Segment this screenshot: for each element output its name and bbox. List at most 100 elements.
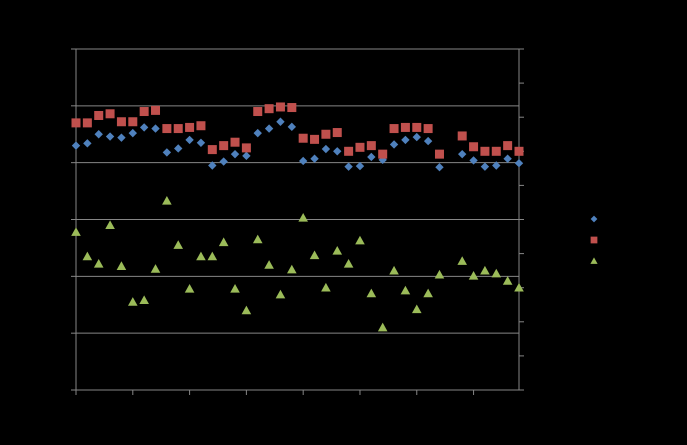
data-point [310,134,320,144]
legend-marker [590,236,598,244]
data-point [94,130,103,139]
data-point [93,259,104,268]
data-point [457,256,468,265]
data-point [492,161,501,170]
data-point [196,121,206,131]
data-point [82,251,93,261]
series-3 [71,195,524,332]
data-point [71,227,81,236]
data-point [150,264,161,273]
data-point [309,250,320,260]
data-point [116,117,126,127]
data-point [389,124,399,134]
data-point [423,124,433,134]
data-point [298,133,308,143]
data-point [71,118,81,128]
data-point [298,156,308,166]
data-point [173,240,184,249]
data-point [367,152,376,162]
data-point [275,289,286,299]
data-point [116,261,127,270]
data-point [298,212,308,222]
data-point [355,161,365,171]
data-point [469,142,479,152]
data-point [196,138,206,147]
data-point [332,128,342,138]
data-point [310,154,319,163]
legend-marker [590,257,598,264]
data-point [264,124,274,133]
legend [590,215,598,264]
data-point [94,110,104,120]
data-point [401,135,410,145]
data-point [344,162,353,171]
data-point [218,237,229,247]
data-point [377,322,388,332]
data-points [71,102,524,332]
data-point [389,265,399,275]
data-point [173,124,183,134]
data-point [344,146,354,156]
data-point [162,148,172,157]
data-point [355,142,365,152]
data-point [241,305,252,315]
series-2 [71,102,524,159]
data-point [185,135,194,145]
data-point [208,161,217,170]
data-point [105,109,115,119]
data-point [333,147,342,156]
data-point [174,144,183,153]
data-point [242,151,251,161]
data-point [105,132,115,141]
data-point [458,149,467,159]
data-point [71,141,81,150]
data-point [400,122,410,132]
data-point [469,156,478,165]
data-point [480,146,490,156]
data-point [514,146,524,156]
data-point [321,144,331,154]
data-point [230,137,240,147]
data-point [287,103,297,113]
data-point [117,133,126,142]
data-point [389,140,399,149]
data-point [287,264,297,274]
data-point [128,128,137,138]
data-point [185,122,195,132]
data-point [434,269,445,279]
data-point [503,154,512,163]
data-point [264,104,274,114]
data-point [480,265,490,275]
data-point [378,149,388,159]
data-point [503,141,513,151]
data-point [502,276,513,285]
legend-marker [590,215,598,223]
data-point [343,259,354,268]
data-point [423,136,433,146]
data-point [423,288,433,298]
series-1 [71,117,524,172]
data-point [139,107,149,117]
data-point [366,288,377,298]
data-point [196,251,206,261]
data-point [321,129,331,139]
data-point [83,139,92,148]
data-point [253,107,263,117]
data-point [435,163,444,172]
data-point [321,282,331,292]
data-point [162,195,172,205]
data-point [264,260,274,269]
data-point [139,123,149,132]
data-point [480,162,490,171]
data-point [514,159,524,168]
data-point [275,102,285,112]
data-point [457,131,467,141]
data-point [230,284,240,293]
data-point [241,143,251,153]
data-point [219,157,228,166]
data-point [151,124,160,133]
data-point [253,128,262,138]
